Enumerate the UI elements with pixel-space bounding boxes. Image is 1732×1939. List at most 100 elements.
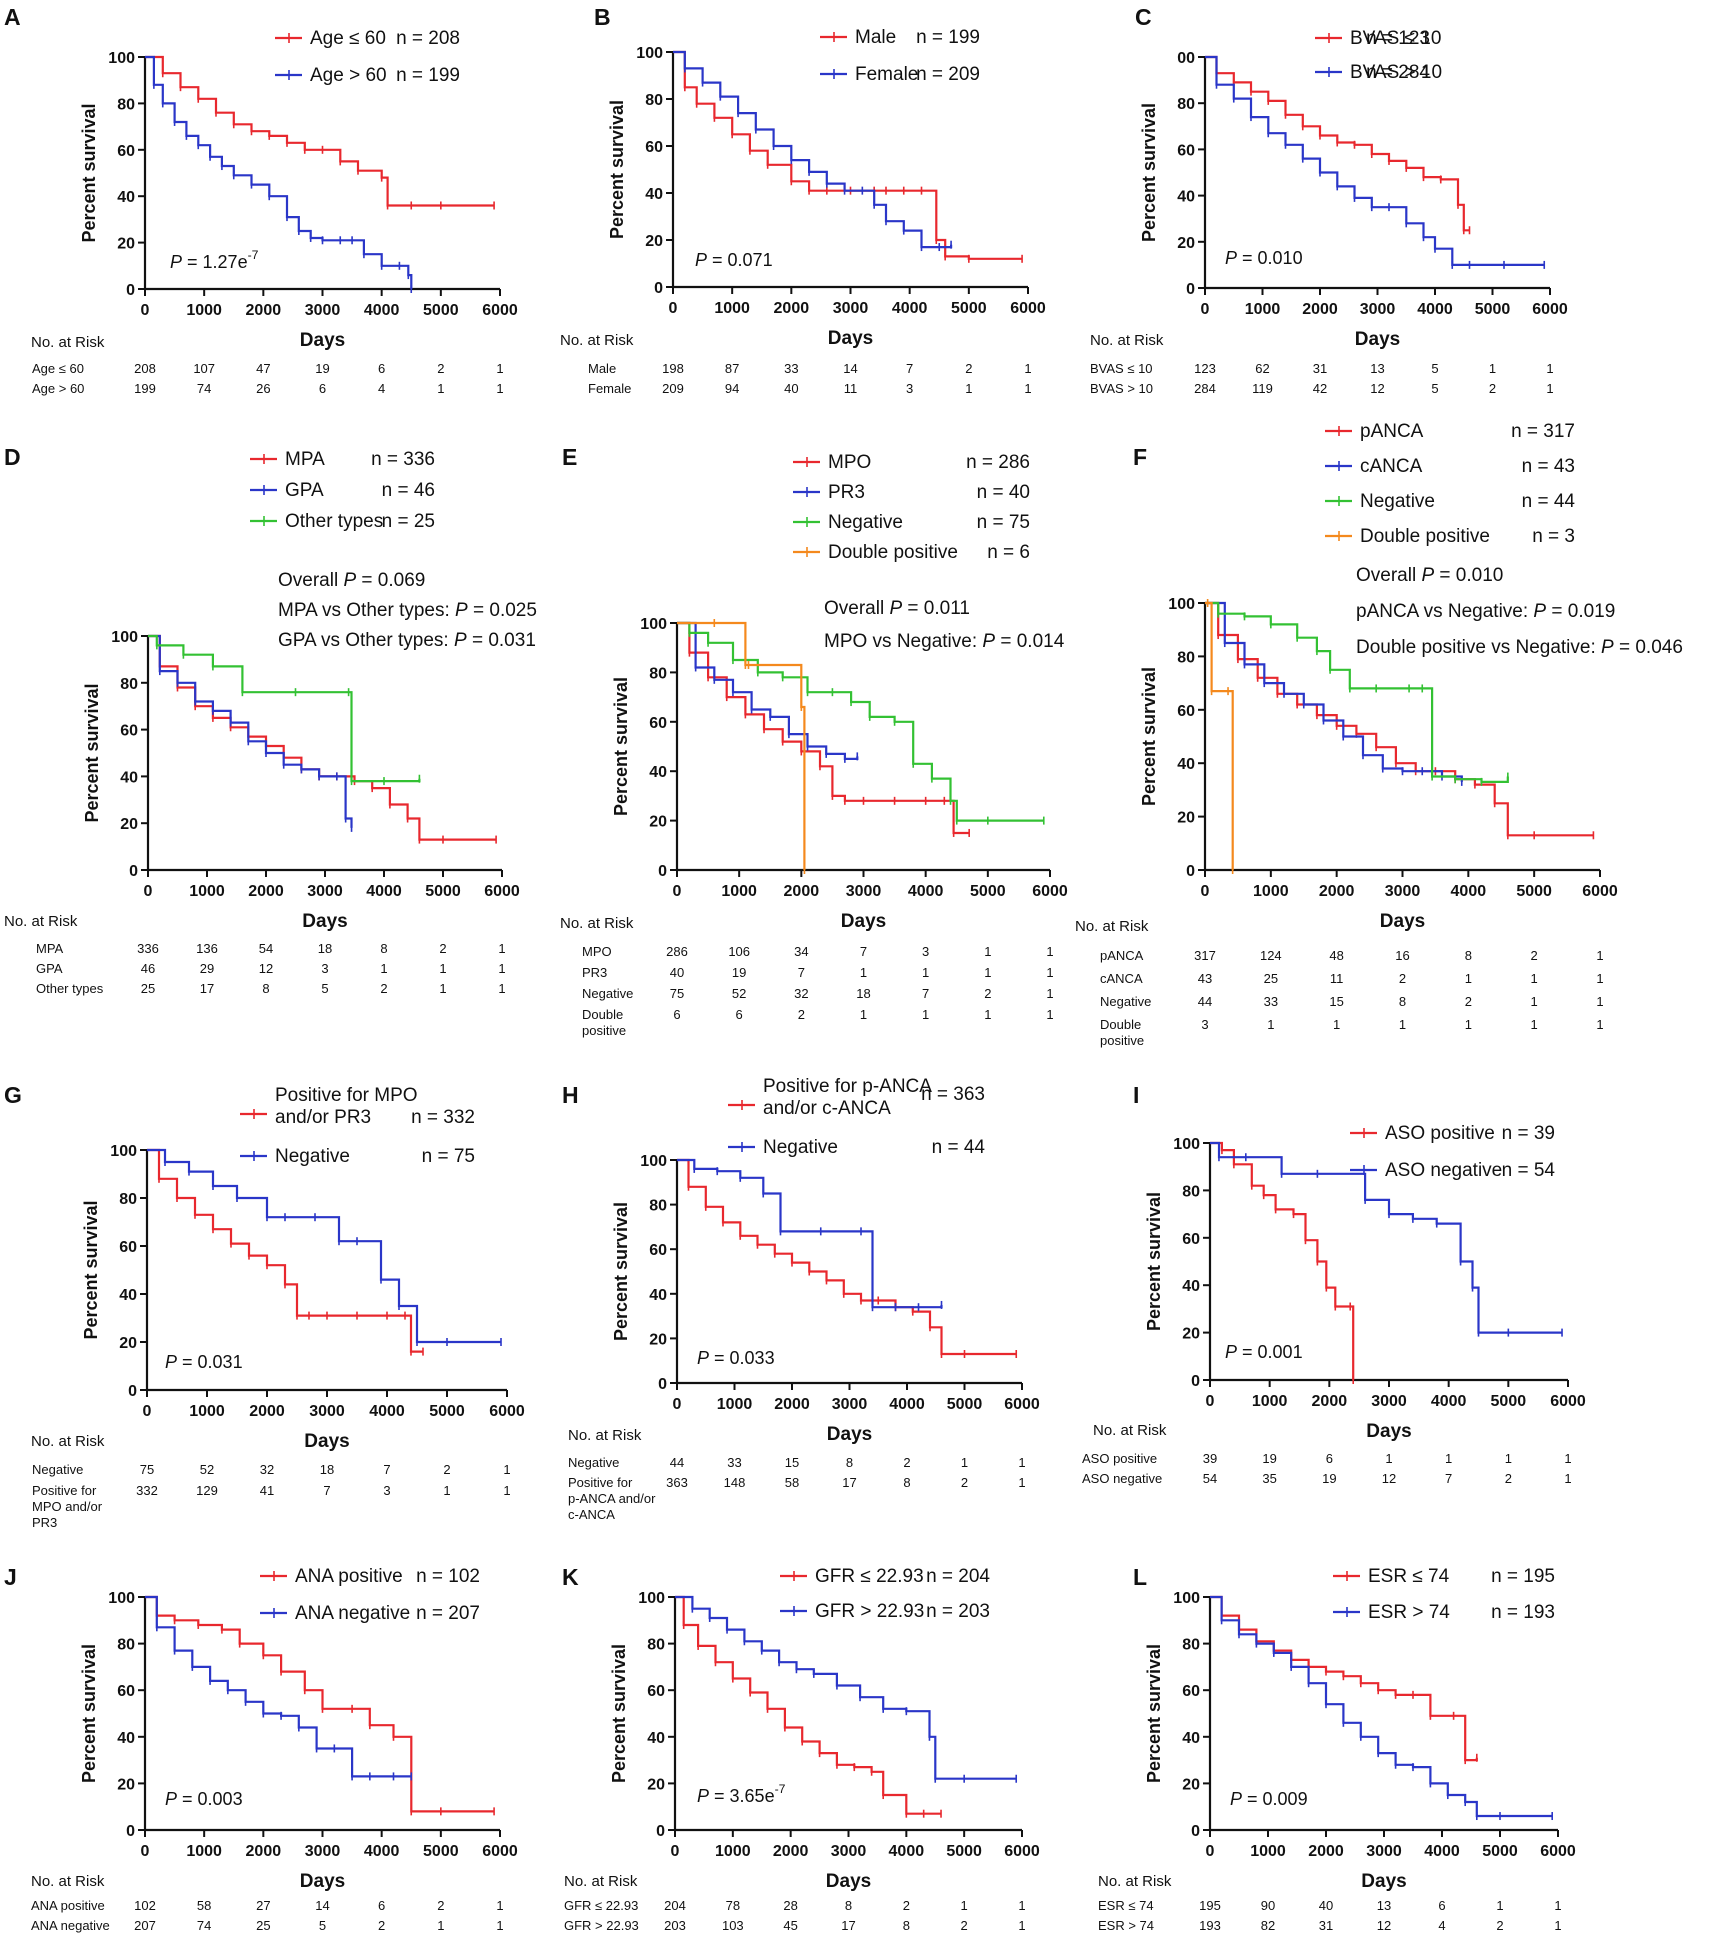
x-tick-label: 5000 xyxy=(425,883,461,900)
risk-value: 2 xyxy=(1399,971,1406,986)
x-tick-label: 5000 xyxy=(951,300,987,317)
risk-value: 1 xyxy=(984,1007,991,1022)
x-tick-label: 1000 xyxy=(186,1843,222,1860)
risk-value: 7 xyxy=(922,986,929,1001)
risk-value: 5 xyxy=(319,1918,326,1933)
risk-value: 1 xyxy=(1399,1017,1406,1032)
risk-value: 8 xyxy=(380,941,387,956)
legend-label-double-positive: Double positive xyxy=(828,542,958,563)
risk-value: 8 xyxy=(903,1918,910,1933)
x-tick-label: 0 xyxy=(144,883,153,900)
legend-n-gpa: n = 46 xyxy=(382,480,435,501)
legend-label-canca: cANCA xyxy=(1360,456,1423,477)
risk-value: 29 xyxy=(200,961,214,976)
risk-value: 1 xyxy=(439,961,446,976)
x-tick-label: 4000 xyxy=(1417,301,1453,318)
risk-value: 7 xyxy=(860,944,867,959)
risk-value: 103 xyxy=(722,1918,744,1933)
risk-value: 1 xyxy=(496,361,503,376)
y-tick-label: 20 xyxy=(1182,1776,1200,1793)
risk-value: 8 xyxy=(262,981,269,996)
risk-value: 19 xyxy=(732,965,746,980)
risk-value: 3 xyxy=(1201,1017,1208,1032)
stat-line: Overall P = 0.010 xyxy=(1356,565,1503,586)
y-tick-label: 80 xyxy=(649,1198,667,1215)
y-tick-label: 0 xyxy=(658,863,667,880)
panel-letter: E xyxy=(562,444,577,470)
risk-value: 1 xyxy=(922,965,929,980)
risk-value: 25 xyxy=(141,981,155,996)
risk-value: 1 xyxy=(1596,948,1603,963)
risk-table-title: No. at Risk xyxy=(1098,1873,1172,1890)
x-tick-label: 3000 xyxy=(309,1403,345,1420)
risk-value: 2 xyxy=(961,1918,968,1933)
risk-value: 54 xyxy=(259,941,273,956)
legend-n-age-60: n = 199 xyxy=(396,65,460,86)
p-value: P = 0.009 xyxy=(1230,1789,1308,1809)
risk-value: 8 xyxy=(1465,948,1472,963)
risk-value: 39 xyxy=(1203,1451,1217,1466)
y-tick-label: 80 xyxy=(647,1637,665,1654)
x-tick-label: 6000 xyxy=(484,883,520,900)
y-axis-label: Percent survival xyxy=(82,683,102,822)
y-tick-label: 80 xyxy=(1182,1637,1200,1654)
survival-curve-panca xyxy=(1205,601,1594,837)
y-tick-label: 80 xyxy=(120,676,138,693)
y-tick-label: 60 xyxy=(117,1683,135,1700)
risk-value: 1 xyxy=(1596,1017,1603,1032)
survival-curve-mpa xyxy=(148,634,497,841)
risk-value: 129 xyxy=(196,1483,218,1498)
y-tick-label: 40 xyxy=(1182,1730,1200,1747)
risk-row-label: ANA negative xyxy=(31,1918,110,1933)
legend-label-aso-negative: ASO negative xyxy=(1385,1160,1502,1181)
y-tick-label: 20 xyxy=(645,233,663,250)
risk-value: 2 xyxy=(1505,1471,1512,1486)
risk-value: 8 xyxy=(845,1898,852,1913)
p-value: P = 1.27e-7 xyxy=(170,248,259,272)
y-tick-label: 0 xyxy=(658,1376,667,1393)
legend-label-ana-positive: ANA positive xyxy=(295,1566,403,1587)
risk-value: 75 xyxy=(140,1462,154,1477)
risk-value: 1 xyxy=(1596,971,1603,986)
risk-value: 14 xyxy=(315,1898,329,1913)
risk-row-label: GPA xyxy=(36,961,63,976)
risk-value: 19 xyxy=(1322,1471,1336,1486)
x-tick-label: 5000 xyxy=(429,1403,465,1420)
p-value: P = 0.033 xyxy=(697,1348,775,1368)
survival-curve-age-60 xyxy=(145,55,413,289)
legend-label-esr-74: ESR > 74 xyxy=(1368,1602,1450,1623)
x-tick-label: 3000 xyxy=(305,302,341,319)
legend-n-aso-positive: n = 39 xyxy=(1502,1123,1555,1144)
y-axis-label: Percent survival xyxy=(609,1644,629,1783)
risk-row-label: ANA positive xyxy=(31,1898,105,1913)
x-tick-label: 0 xyxy=(671,1843,680,1860)
risk-value: 74 xyxy=(197,1918,211,1933)
risk-value: 1 xyxy=(1465,971,1472,986)
legend-label-mpa: MPA xyxy=(285,449,325,470)
stat-line: MPO vs Negative: P = 0.014 xyxy=(824,631,1065,652)
risk-value: 204 xyxy=(664,1898,686,1913)
y-tick-label: 60 xyxy=(1177,142,1195,159)
risk-value: 40 xyxy=(784,381,798,396)
risk-value: 1 xyxy=(1018,1475,1025,1490)
risk-value: 1 xyxy=(860,1007,867,1022)
x-tick-label: 3000 xyxy=(831,1843,867,1860)
risk-value: 2 xyxy=(380,981,387,996)
risk-value: 7 xyxy=(1445,1471,1452,1486)
risk-value: 33 xyxy=(1264,994,1278,1009)
survival-curve-positive-for-mpo-and-or-pr3 xyxy=(147,1148,423,1353)
risk-value: 42 xyxy=(1313,381,1327,396)
x-tick-label: 1000 xyxy=(189,1403,225,1420)
risk-table-title: No. at Risk xyxy=(31,334,105,351)
x-tick-label: 6000 xyxy=(1004,1396,1040,1413)
x-tick-label: 1000 xyxy=(1250,1843,1286,1860)
risk-value: 198 xyxy=(662,361,684,376)
risk-value: 8 xyxy=(903,1475,910,1490)
legend-label-bvas-10: BVAS > 10 xyxy=(1350,62,1442,83)
legend-n-esr-74: n = 193 xyxy=(1491,1602,1555,1623)
y-tick-label: 60 xyxy=(1182,1231,1200,1248)
risk-value: 1 xyxy=(1024,381,1031,396)
risk-value: 25 xyxy=(256,1918,270,1933)
risk-value: 1 xyxy=(984,965,991,980)
x-tick-label: 3000 xyxy=(307,883,343,900)
